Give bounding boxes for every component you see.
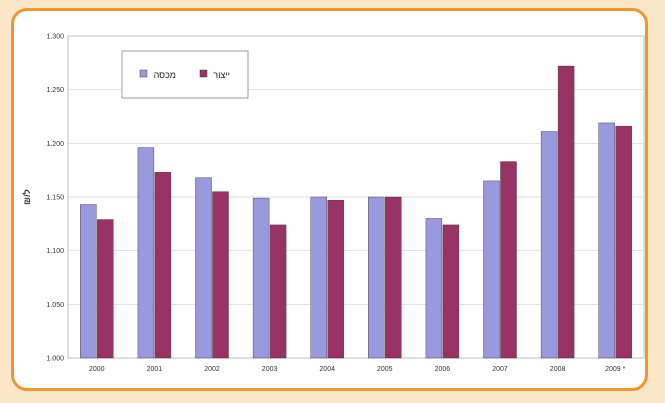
bar-quota xyxy=(483,180,500,359)
x-tick-label: 2004 xyxy=(319,366,335,373)
legend-swatch-quota xyxy=(139,69,148,78)
bar-production xyxy=(557,65,575,359)
bar-quota xyxy=(598,122,615,359)
bar-production xyxy=(615,125,632,359)
bar-production xyxy=(327,200,344,359)
bar-quota xyxy=(252,197,270,359)
y-tick-label: 1.300 xyxy=(46,34,64,41)
bar-production xyxy=(385,196,402,359)
y-tick-label: 1.000 xyxy=(46,356,64,363)
bar-production xyxy=(212,191,229,359)
x-tick-label: 2005 xyxy=(377,366,393,373)
x-tick-labels: 2000 2001 2002 2003 2004 2005 2006 2007 2008 2009… xyxy=(89,366,626,373)
x-tick-label: 2002 xyxy=(204,366,220,373)
y-tick-labels: 1.000 1.050 1.100 1.150 1.200 1.250 1.300 xyxy=(46,34,64,363)
bar-production xyxy=(500,161,517,359)
x-tick-label: 2000 xyxy=(89,366,105,373)
bar-quota xyxy=(310,196,327,359)
legend-label-production: ייצור xyxy=(213,70,230,80)
x-tick-label: 2007 xyxy=(492,366,508,373)
x-tick-label: 2006 xyxy=(435,366,451,373)
bar-production xyxy=(442,224,460,359)
bar-quota xyxy=(195,177,212,359)
legend-label-quota: מכסה xyxy=(154,70,176,80)
bar-production xyxy=(97,219,114,359)
bars xyxy=(80,65,632,359)
x-tick-label: 2008 xyxy=(550,366,566,373)
y-axis-label: ₪/ל xyxy=(22,189,32,205)
x-tick-label: 2009 * xyxy=(605,366,626,373)
y-tick-label: 1.100 xyxy=(46,248,64,255)
legend: מכסה ייצור xyxy=(121,50,249,99)
bar-quota xyxy=(80,204,97,359)
bar-quota xyxy=(425,218,443,359)
y-tick-label: 1.250 xyxy=(46,87,64,94)
x-tick-label: 2001 xyxy=(147,366,163,373)
bar-quota xyxy=(368,196,385,359)
legend-swatch-production xyxy=(199,69,208,78)
x-tick-label: 2003 xyxy=(262,366,278,373)
bar-quota xyxy=(540,131,558,359)
y-tick-label: 1.150 xyxy=(46,195,64,202)
y-tick-label: 1.200 xyxy=(46,141,64,148)
bar-quota xyxy=(137,147,155,359)
y-tick-label: 1.050 xyxy=(46,302,64,309)
bar-production xyxy=(154,172,172,359)
bar-production xyxy=(269,224,287,359)
